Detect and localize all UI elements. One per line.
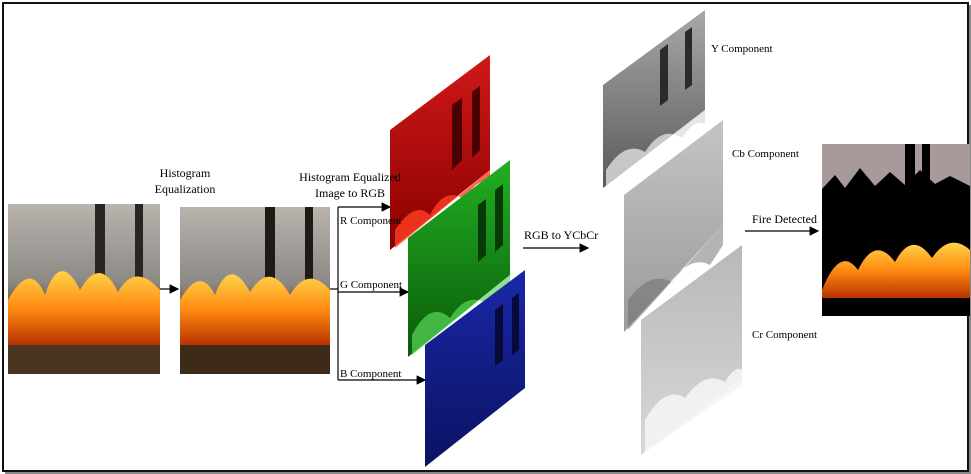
g-component-label: G Component: [340, 279, 403, 291]
cb-channel-image: [624, 120, 723, 332]
r-component-label: R Component: [340, 215, 402, 227]
y-component-label: Y Component: [711, 43, 773, 55]
g-channel-image: [408, 160, 510, 357]
hist-eq-label-2: Equalization: [154, 182, 216, 196]
hist-to-rgb-label-2: Image to RGB: [315, 186, 385, 200]
b-component-label: B Component: [340, 368, 402, 380]
cb-component-label: Cb Component: [732, 148, 799, 160]
hist-to-rgb-label-1: Histogram Equalized: [299, 170, 401, 184]
cr-component-label: Cr Component: [752, 329, 818, 341]
hist-eq-label-1: Histogram: [159, 166, 211, 180]
y-channel-image: [603, 10, 705, 188]
cr-channel-image: [641, 245, 742, 455]
b-channel-image: [425, 270, 525, 467]
rgb-to-ycbcr-label: RGB to YCbCr: [524, 228, 599, 242]
r-channel-image: [390, 55, 490, 250]
fire-detected-image: [822, 144, 970, 316]
branch-arrows-rgb: [330, 202, 427, 385]
equalized-fire-image: [180, 207, 330, 374]
input-fire-image: [8, 204, 160, 374]
fire-detected-label: Fire Detected: [752, 212, 817, 226]
